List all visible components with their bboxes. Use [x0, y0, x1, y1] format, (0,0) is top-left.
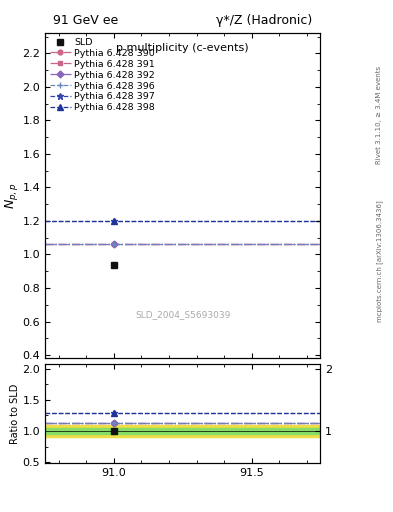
Text: SLD_2004_S5693039: SLD_2004_S5693039 — [135, 310, 230, 319]
Text: Rivet 3.1.10, ≥ 3.4M events: Rivet 3.1.10, ≥ 3.4M events — [376, 66, 382, 164]
Text: γ*/Z (Hadronic): γ*/Z (Hadronic) — [216, 14, 312, 27]
Y-axis label: Ratio to SLD: Ratio to SLD — [10, 383, 20, 443]
Bar — [45, 428, 320, 434]
Text: mcplots.cern.ch [arXiv:1306.3436]: mcplots.cern.ch [arXiv:1306.3436] — [376, 200, 383, 322]
Text: 91 GeV ee: 91 GeV ee — [53, 14, 118, 27]
Text: p multiplicity (c-events): p multiplicity (c-events) — [116, 43, 249, 53]
Legend: SLD, Pythia 6.428 390, Pythia 6.428 391, Pythia 6.428 392, Pythia 6.428 396, Pyt: SLD, Pythia 6.428 390, Pythia 6.428 391,… — [48, 36, 157, 114]
Bar — [45, 424, 320, 437]
Y-axis label: $N_{p,p}$: $N_{p,p}$ — [3, 183, 20, 209]
